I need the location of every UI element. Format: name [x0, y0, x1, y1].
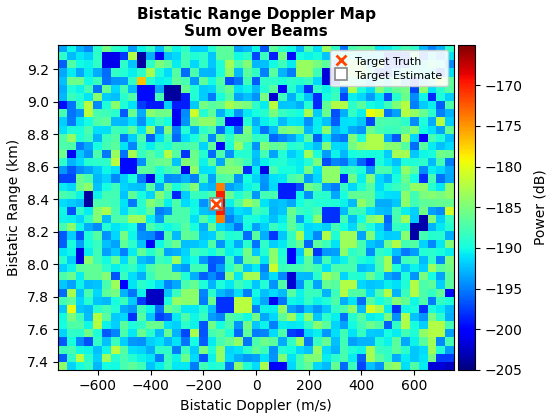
Y-axis label: Power (dB): Power (dB): [534, 169, 548, 245]
Y-axis label: Bistatic Range (km): Bistatic Range (km): [7, 139, 21, 276]
Title: Bistatic Range Doppler Map
Sum over Beams: Bistatic Range Doppler Map Sum over Beam…: [137, 7, 376, 39]
Legend: Target Truth, Target Estimate: Target Truth, Target Estimate: [330, 50, 448, 86]
X-axis label: Bistatic Doppler (m/s): Bistatic Doppler (m/s): [180, 399, 332, 413]
